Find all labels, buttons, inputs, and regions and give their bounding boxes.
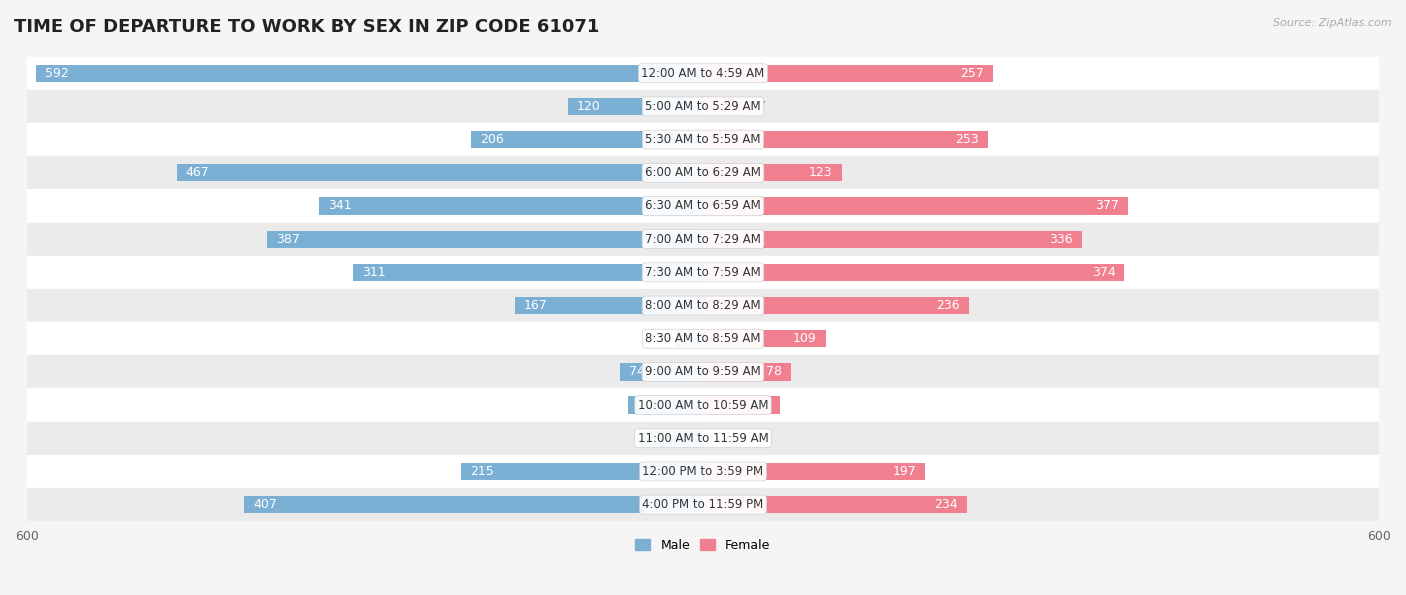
Text: 311: 311 xyxy=(361,266,385,279)
Bar xyxy=(644,430,703,447)
Bar xyxy=(627,396,703,414)
Text: 167: 167 xyxy=(524,299,547,312)
Text: 7:30 AM to 7:59 AM: 7:30 AM to 7:59 AM xyxy=(645,266,761,279)
Text: 374: 374 xyxy=(1091,266,1115,279)
Text: Source: ZipAtlas.com: Source: ZipAtlas.com xyxy=(1274,18,1392,28)
Text: 67: 67 xyxy=(637,399,652,412)
Text: 253: 253 xyxy=(955,133,979,146)
Bar xyxy=(703,463,925,480)
Bar xyxy=(703,230,1081,248)
Text: 206: 206 xyxy=(479,133,503,146)
Text: 12:00 PM to 3:59 PM: 12:00 PM to 3:59 PM xyxy=(643,465,763,478)
Bar xyxy=(27,90,1379,123)
Text: 7:00 AM to 7:29 AM: 7:00 AM to 7:29 AM xyxy=(645,233,761,246)
Text: 234: 234 xyxy=(934,498,957,511)
Text: 336: 336 xyxy=(1049,233,1073,246)
Text: 377: 377 xyxy=(1095,199,1119,212)
Bar xyxy=(675,330,703,347)
Text: 11:00 AM to 11:59 AM: 11:00 AM to 11:59 AM xyxy=(638,432,768,444)
Text: 5:00 AM to 5:29 AM: 5:00 AM to 5:29 AM xyxy=(645,100,761,113)
Bar xyxy=(27,455,1379,488)
Bar xyxy=(703,297,969,314)
Text: 109: 109 xyxy=(793,332,817,345)
Text: 5:30 AM to 5:59 AM: 5:30 AM to 5:59 AM xyxy=(645,133,761,146)
Text: 9:00 AM to 9:59 AM: 9:00 AM to 9:59 AM xyxy=(645,365,761,378)
Text: 10:00 AM to 10:59 AM: 10:00 AM to 10:59 AM xyxy=(638,399,768,412)
Bar xyxy=(703,396,779,414)
Text: 37: 37 xyxy=(751,100,766,113)
Text: 215: 215 xyxy=(470,465,494,478)
Bar xyxy=(27,256,1379,289)
Text: 236: 236 xyxy=(936,299,960,312)
Text: 387: 387 xyxy=(276,233,299,246)
Text: 407: 407 xyxy=(253,498,277,511)
Bar xyxy=(353,264,703,281)
Text: 78: 78 xyxy=(766,365,782,378)
Bar xyxy=(703,98,745,115)
Text: 120: 120 xyxy=(576,100,600,113)
Bar xyxy=(27,389,1379,422)
Bar xyxy=(27,355,1379,389)
Bar xyxy=(703,164,842,181)
Text: 123: 123 xyxy=(808,166,832,179)
Bar xyxy=(267,230,703,248)
Text: 25: 25 xyxy=(654,332,669,345)
Bar xyxy=(703,496,967,513)
Text: 8:00 AM to 8:29 AM: 8:00 AM to 8:29 AM xyxy=(645,299,761,312)
Bar xyxy=(27,422,1379,455)
Text: TIME OF DEPARTURE TO WORK BY SEX IN ZIP CODE 61071: TIME OF DEPARTURE TO WORK BY SEX IN ZIP … xyxy=(14,18,599,36)
Bar xyxy=(620,364,703,381)
Bar xyxy=(461,463,703,480)
Text: 467: 467 xyxy=(186,166,209,179)
Text: 68: 68 xyxy=(755,399,770,412)
Bar xyxy=(703,330,825,347)
Legend: Male, Female: Male, Female xyxy=(630,534,776,557)
Bar xyxy=(703,131,988,148)
Text: 12:00 AM to 4:59 AM: 12:00 AM to 4:59 AM xyxy=(641,67,765,80)
Bar xyxy=(27,123,1379,156)
Bar xyxy=(27,488,1379,521)
Bar xyxy=(471,131,703,148)
Text: 341: 341 xyxy=(328,199,352,212)
Bar xyxy=(515,297,703,314)
Text: 8:30 AM to 8:59 AM: 8:30 AM to 8:59 AM xyxy=(645,332,761,345)
Text: 0: 0 xyxy=(709,432,717,444)
Text: 53: 53 xyxy=(652,432,668,444)
Bar xyxy=(27,156,1379,189)
Text: 74: 74 xyxy=(628,365,644,378)
Bar xyxy=(703,264,1125,281)
Bar xyxy=(703,364,792,381)
Bar xyxy=(27,223,1379,256)
Text: 4:00 PM to 11:59 PM: 4:00 PM to 11:59 PM xyxy=(643,498,763,511)
Bar xyxy=(568,98,703,115)
Text: 197: 197 xyxy=(893,465,915,478)
Bar xyxy=(37,65,703,82)
Bar xyxy=(703,65,993,82)
Text: 257: 257 xyxy=(960,67,984,80)
Text: 592: 592 xyxy=(45,67,69,80)
Text: 6:00 AM to 6:29 AM: 6:00 AM to 6:29 AM xyxy=(645,166,761,179)
Text: 6:30 AM to 6:59 AM: 6:30 AM to 6:59 AM xyxy=(645,199,761,212)
Bar xyxy=(27,189,1379,223)
Bar xyxy=(27,289,1379,322)
Bar xyxy=(27,57,1379,90)
Bar xyxy=(245,496,703,513)
Bar xyxy=(177,164,703,181)
Bar xyxy=(703,198,1128,215)
Bar xyxy=(319,198,703,215)
Bar xyxy=(27,322,1379,355)
